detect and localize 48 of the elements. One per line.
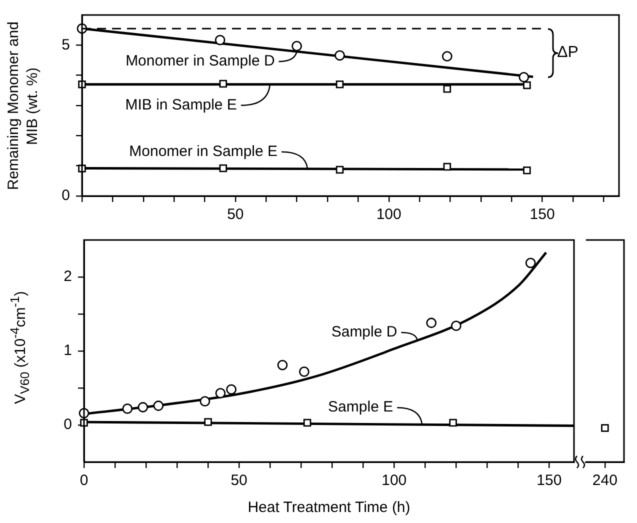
- point: [523, 166, 531, 174]
- point: [525, 258, 536, 268]
- point: [443, 85, 452, 93]
- y-axis-title: Remaining Monomer and MIB (wt. %): [4, 20, 42, 192]
- x-tick-label: 50: [227, 206, 244, 224]
- point: [303, 418, 312, 427]
- legend-label: Sample D: [331, 324, 398, 341]
- point: [336, 166, 344, 174]
- y-tick-label: 1: [64, 342, 72, 360]
- point: [443, 162, 452, 171]
- point: [219, 80, 228, 88]
- point: [450, 320, 462, 332]
- x-tick-label: 0: [80, 472, 88, 490]
- point: [449, 418, 457, 427]
- point: [523, 81, 531, 90]
- y-tick-label: 0: [62, 187, 70, 204]
- x-tick-label: 100: [382, 472, 407, 490]
- point: [336, 80, 344, 88]
- point: [226, 384, 237, 395]
- point: [334, 50, 345, 61]
- point: [215, 388, 226, 398]
- point: [292, 40, 302, 52]
- x-axis-title: Heat Treatment Time (h): [248, 499, 410, 516]
- point: [277, 360, 288, 370]
- y-tick-label: 2: [64, 268, 72, 286]
- annotation: ΔP: [557, 44, 578, 62]
- point: [518, 72, 530, 82]
- point: [214, 34, 226, 46]
- point: [153, 400, 164, 411]
- x-tick-label: 50: [230, 472, 248, 490]
- point: [426, 318, 437, 328]
- legend-label: Monomer in Sample D: [126, 52, 275, 70]
- legend-label: Sample E: [328, 398, 394, 416]
- y-tick-label: 5: [62, 36, 70, 54]
- x-tick-label: 150: [530, 206, 555, 224]
- x-tick-label: 150: [536, 472, 562, 490]
- point: [122, 404, 133, 414]
- x-tick-label: 240: [592, 472, 618, 490]
- y-tick-label: 0: [64, 416, 72, 434]
- point: [138, 402, 148, 412]
- point: [200, 396, 210, 407]
- legend-label: MIB in Sample E: [125, 96, 237, 114]
- legend-label: Monomer in Sample E: [129, 143, 278, 160]
- point: [442, 51, 452, 62]
- point: [298, 366, 310, 377]
- point: [219, 164, 228, 172]
- point: [204, 418, 212, 426]
- x-tick-label: 100: [376, 206, 402, 224]
